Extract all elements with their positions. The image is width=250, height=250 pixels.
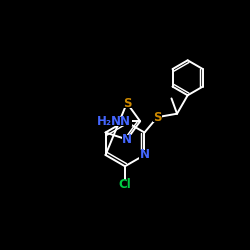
FancyBboxPatch shape [122,135,132,144]
Text: N: N [140,148,149,162]
Text: Cl: Cl [119,178,132,192]
Text: N: N [122,133,132,146]
FancyBboxPatch shape [120,180,130,190]
FancyBboxPatch shape [113,116,132,126]
Text: H₂N: H₂N [97,115,122,128]
Text: N: N [120,115,130,128]
FancyBboxPatch shape [140,150,149,160]
FancyBboxPatch shape [122,98,132,108]
FancyBboxPatch shape [152,112,162,122]
Text: S: S [123,96,131,110]
FancyBboxPatch shape [120,116,130,126]
Text: S: S [153,111,162,124]
